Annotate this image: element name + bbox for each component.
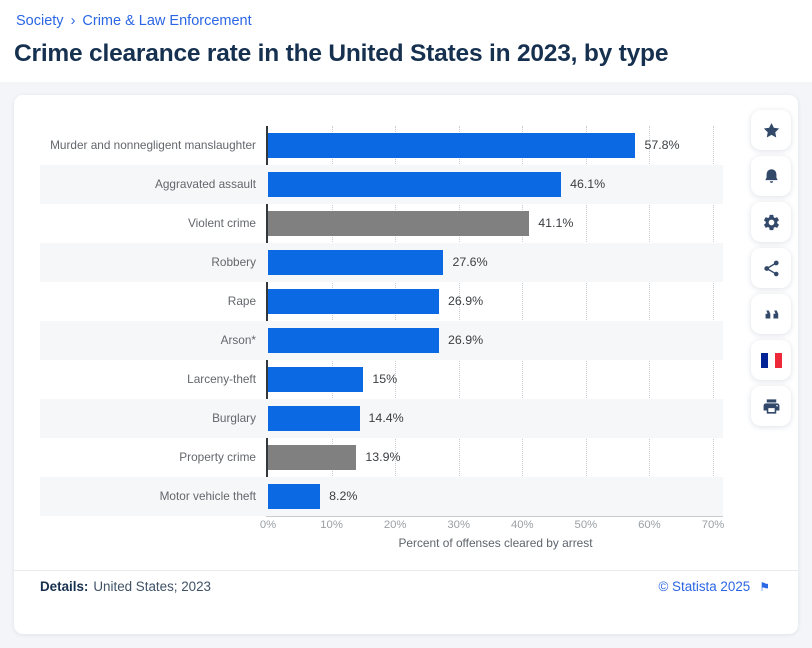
quote-icon (762, 305, 781, 324)
value-label: 57.8% (644, 138, 680, 152)
chart-row: Larceny-theft 15% (40, 360, 723, 399)
bar (268, 406, 360, 431)
chart-row: Robbery 27.6% (40, 243, 723, 282)
value-label: 13.9% (365, 450, 401, 464)
breadcrumb-separator: › (70, 13, 76, 29)
french-flag-icon (760, 352, 782, 368)
x-tick-label: 40% (510, 519, 534, 531)
x-tick-label: 0% (259, 519, 277, 531)
x-tick-label: 20% (383, 519, 407, 531)
chart-row: Property crime 13.9% (40, 438, 723, 477)
value-label: 26.9% (448, 294, 484, 308)
category-label: Murder and nonnegligent manslaughter (50, 138, 256, 152)
x-axis-ticks: 0% 10% 20% 30% 40% 50% 60% 70% (40, 519, 725, 533)
category-label: Burglary (212, 411, 256, 425)
chart-row: Arson* 26.9% (40, 321, 723, 360)
chart-row: Aggravated assault 46.1% (40, 165, 723, 204)
bar (268, 211, 530, 236)
x-tick-label: 60% (638, 519, 661, 531)
gear-button[interactable] (751, 202, 791, 242)
category-label: Property crime (179, 450, 256, 464)
value-label: 27.6% (452, 255, 488, 269)
bar (268, 367, 364, 392)
footer-divider (14, 570, 798, 571)
value-label: 8.2% (329, 489, 358, 503)
share-icon (762, 259, 781, 278)
statista-copyright-link[interactable]: © Statista 2025 (658, 579, 751, 594)
category-label: Aggravated assault (155, 177, 256, 191)
value-label: 15% (372, 372, 398, 386)
bar-chart: Murder and nonnegligent manslaughter 57.8… (40, 126, 723, 517)
chart-row: Rape 26.9% (40, 282, 723, 321)
x-axis-title: Percent of offenses cleared by arrest (398, 536, 593, 550)
printer-button[interactable] (751, 386, 791, 426)
chart-row: Burglary 14.4% (40, 399, 723, 438)
star-button[interactable] (751, 110, 791, 150)
category-label: Robbery (211, 255, 256, 269)
gear-icon (762, 213, 781, 232)
share-button[interactable] (751, 248, 791, 288)
chart-card: Murder and nonnegligent manslaughter 57.8… (14, 95, 798, 634)
value-label: 14.4% (368, 411, 404, 425)
details-value: United States; 2023 (93, 579, 211, 594)
bar (268, 133, 636, 158)
category-label: Motor vehicle theft (159, 489, 256, 503)
chart-toolbar (751, 110, 791, 426)
bar (268, 445, 357, 470)
star-icon (762, 121, 781, 140)
details-label: Details: (40, 579, 89, 594)
chart-row: Murder and nonnegligent manslaughter 57.8… (40, 126, 723, 165)
bell-button[interactable] (751, 156, 791, 196)
copyright: © Statista 2025 ⚑ (658, 579, 770, 594)
page-title: Crime clearance rate in the United State… (14, 40, 669, 67)
bar (268, 484, 321, 509)
value-label: 26.9% (448, 333, 484, 347)
bar (268, 289, 439, 314)
category-label: Arson* (220, 333, 256, 347)
details-text: Details: United States; 2023 (40, 579, 211, 594)
x-tick-label: 50% (574, 519, 598, 531)
category-label: Larceny-theft (187, 372, 256, 386)
x-tick-label: 10% (320, 519, 343, 531)
breadcrumb: Society › Crime & Law Enforcement (16, 13, 252, 29)
report-flag-icon[interactable]: ⚑ (759, 580, 770, 594)
x-axis-baseline (266, 516, 723, 517)
x-tick-label: 70% (701, 519, 725, 531)
x-tick-label: 30% (447, 519, 471, 531)
value-label: 41.1% (538, 216, 574, 230)
category-label: Rape (227, 294, 256, 308)
quote-button[interactable] (751, 294, 791, 334)
bell-icon (762, 167, 781, 186)
printer-icon (762, 397, 781, 416)
french-flag-button[interactable] (751, 340, 791, 380)
breadcrumb-link[interactable]: Crime & Law Enforcement (82, 13, 252, 29)
bar (268, 250, 444, 275)
chart-row: Violent crime 41.1% (40, 204, 723, 243)
bar (268, 328, 439, 353)
bar (268, 172, 562, 197)
chart-row: Motor vehicle theft 8.2% (40, 477, 723, 516)
value-label: 46.1% (570, 177, 606, 191)
breadcrumb-link[interactable]: Society (16, 13, 64, 29)
category-label: Violent crime (188, 216, 256, 230)
